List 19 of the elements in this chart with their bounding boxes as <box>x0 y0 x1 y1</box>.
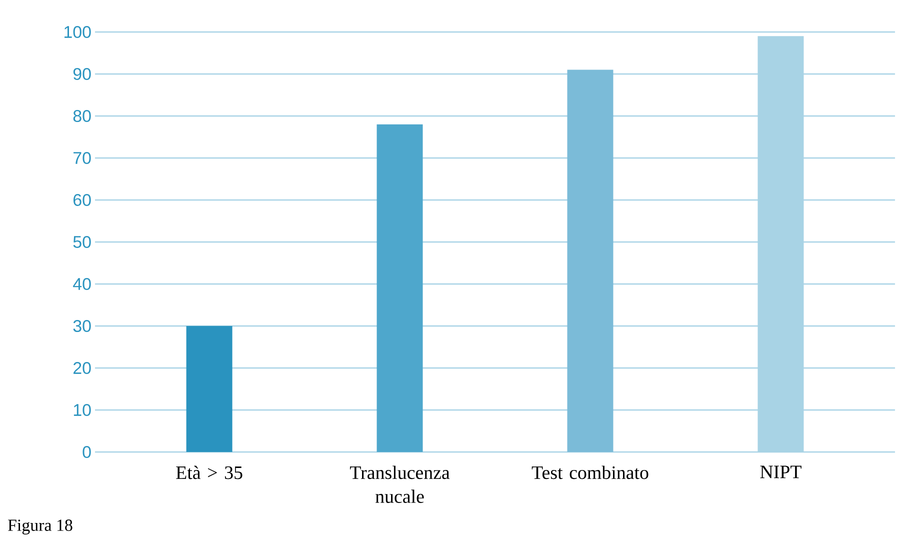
y-tick-label: 90 <box>73 68 91 80</box>
text: Figura 18 <box>8 520 72 534</box>
y-tick-label: 100 <box>64 26 91 38</box>
y-tick-label: 10 <box>74 404 91 416</box>
bar <box>567 70 614 452</box>
bar <box>186 326 232 452</box>
y-tick-label: 40 <box>73 278 91 290</box>
y-tick-label: 60 <box>74 194 91 206</box>
bar <box>376 124 423 452</box>
x-tick-label: Età > 35 <box>176 466 242 480</box>
y-tick-label: 50 <box>73 236 91 248</box>
x-tick-label: NIPT <box>760 466 802 478</box>
x-tick-label: Translucenza nucale <box>350 466 450 503</box>
y-tick-label: 30 <box>73 320 91 332</box>
y-tick-label: 20 <box>74 362 91 374</box>
y-tick-label: 80 <box>73 110 91 122</box>
x-tick-label: Test combinato <box>532 466 648 480</box>
y-tick-label: 70 <box>74 152 91 164</box>
y-tick-label: 0 <box>82 446 91 458</box>
